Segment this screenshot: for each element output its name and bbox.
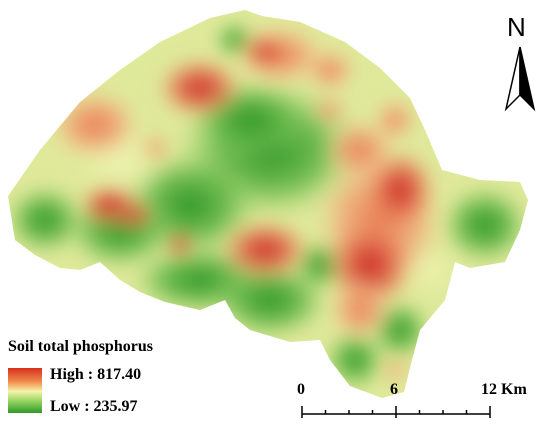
- legend-high-label: High : 817.40: [50, 366, 142, 383]
- legend-color-ramp: [8, 368, 42, 413]
- legend-low-label: Low : 235.97: [50, 398, 138, 415]
- north-label: N: [507, 12, 526, 42]
- scale-tick-0: 0: [297, 381, 305, 398]
- scale-tick-end: 12 Km: [481, 381, 527, 398]
- scale-bar: [301, 406, 491, 418]
- scale-tick-mid: 6: [390, 381, 398, 398]
- north-arrow-icon: [504, 46, 536, 112]
- legend-title: Soil total phosphorus: [8, 338, 153, 355]
